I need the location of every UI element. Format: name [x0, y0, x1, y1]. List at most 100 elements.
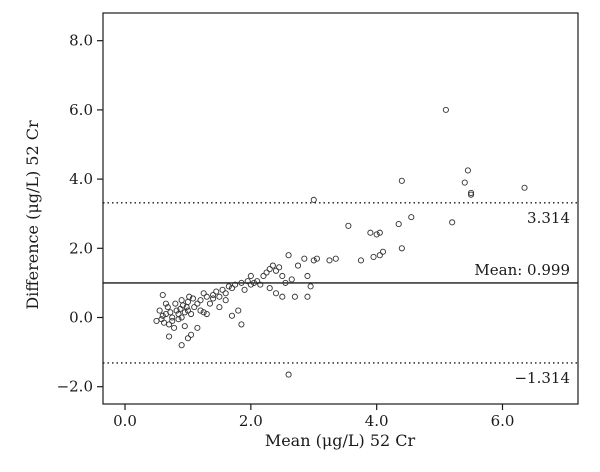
data-point [222, 297, 229, 304]
data-point [272, 290, 280, 297]
data-point [257, 281, 264, 288]
y-tick-label: 0.0 [69, 308, 93, 326]
data-point [184, 335, 191, 342]
data-point [169, 314, 176, 321]
data-point [266, 285, 273, 292]
x-tick-label: 2.0 [239, 412, 263, 430]
data-point [200, 309, 207, 316]
data-point [282, 279, 289, 286]
data-point [164, 304, 171, 311]
data-point [304, 293, 311, 300]
data-point [222, 290, 229, 297]
data-point [247, 281, 254, 288]
data-point [367, 229, 374, 236]
data-point [307, 283, 314, 290]
data-point [467, 191, 475, 198]
data-point [241, 286, 248, 293]
data-point [301, 255, 308, 262]
data-point [263, 269, 270, 276]
data-point [332, 255, 339, 262]
data-point [228, 312, 236, 319]
data-point [285, 371, 292, 378]
data-point [197, 307, 204, 314]
data-point [200, 290, 207, 297]
data-point [169, 317, 176, 325]
data-point [291, 293, 298, 300]
data-point [254, 278, 261, 285]
data-point [203, 310, 210, 318]
data-point [166, 333, 173, 340]
data-point [159, 312, 166, 319]
data-point [238, 321, 245, 328]
x-tick-label: 0.0 [113, 412, 137, 430]
data-point [398, 245, 405, 252]
data-point [373, 231, 380, 238]
data-point [310, 257, 317, 264]
y-tick-label: −2.0 [57, 378, 93, 396]
data-point [238, 279, 245, 286]
x-tick-label: 4.0 [365, 412, 389, 430]
data-point [156, 307, 163, 314]
data-point [175, 316, 182, 323]
data-point [250, 279, 258, 286]
data-point [181, 309, 188, 316]
data-point [313, 255, 320, 262]
data-point [173, 307, 180, 314]
data-point [191, 304, 198, 311]
data-point [228, 285, 236, 292]
y-tick-label: 4.0 [69, 170, 93, 188]
data-point [225, 283, 232, 290]
data-point [172, 300, 179, 307]
data-point [376, 229, 383, 236]
data-point [179, 302, 186, 309]
data-point [158, 316, 165, 323]
data-point [408, 214, 415, 221]
y-axis: −2.0 0.0 2.0 4.0 6.0 8.0 [57, 32, 103, 396]
x-tick-label: 6.0 [491, 412, 515, 430]
data-point [188, 331, 195, 338]
data-point [266, 266, 273, 273]
data-point [184, 307, 191, 314]
y-axis-title: Difference (μg/L) 52 Cr [23, 120, 42, 310]
data-point [188, 310, 195, 318]
mean-label: Mean: 0.999 [474, 261, 570, 279]
data-point [279, 272, 286, 280]
x-axis: 0.0 2.0 4.0 6.0 [113, 404, 514, 430]
data-point [304, 272, 311, 280]
data-point [184, 298, 191, 305]
data-point [186, 293, 193, 300]
data-point [194, 324, 201, 331]
data-point [153, 317, 160, 325]
data-point [326, 257, 333, 264]
data-point [167, 309, 174, 316]
data-point [203, 293, 210, 300]
data-point [272, 267, 280, 274]
data-point [181, 323, 188, 330]
data-point [276, 264, 283, 271]
reference-lines: Mean: 0.999 3.314 −1.314 [103, 202, 578, 387]
data-point [216, 293, 223, 300]
data-point [370, 253, 377, 260]
data-point [216, 304, 223, 311]
data-point [171, 324, 178, 331]
plot-frame [102, 12, 579, 405]
data-point [461, 179, 468, 186]
data-point [467, 189, 475, 196]
data-point [244, 278, 251, 285]
data-point [159, 291, 166, 299]
data-point [232, 281, 239, 288]
data-point [162, 300, 169, 307]
data-point [219, 286, 226, 293]
data-point [206, 300, 214, 307]
data-point [260, 272, 267, 280]
data-point [194, 300, 201, 307]
data-point [285, 252, 292, 259]
data-point [247, 272, 254, 280]
y-tick-label: 2.0 [69, 239, 93, 257]
limit-label: −1.314 [514, 369, 570, 387]
data-point [178, 342, 185, 349]
data-point [294, 262, 302, 269]
data-point [521, 184, 528, 191]
data-point [269, 262, 276, 269]
